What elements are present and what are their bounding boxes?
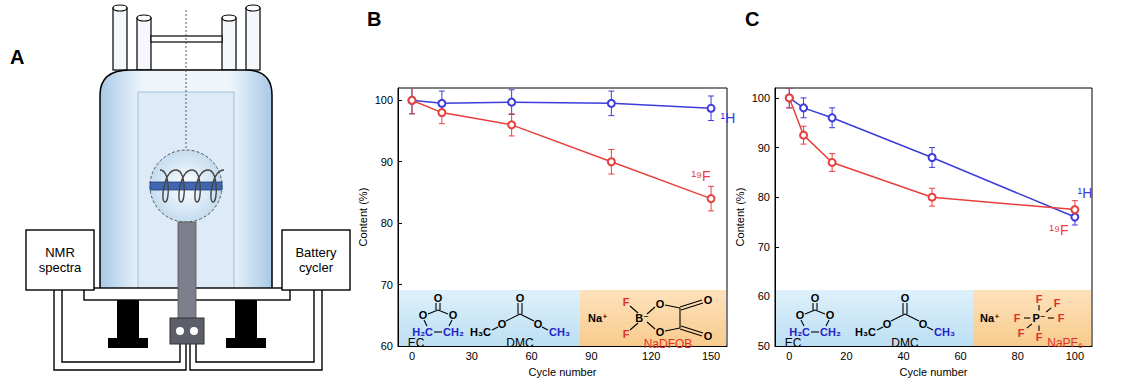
svg-text:O: O bbox=[419, 309, 428, 321]
svg-text:CH₃: CH₃ bbox=[549, 326, 570, 338]
svg-text:NaPF₆: NaPF₆ bbox=[1047, 336, 1083, 350]
svg-text:100: 100 bbox=[375, 94, 393, 106]
svg-text:40: 40 bbox=[897, 350, 909, 362]
svg-text:O: O bbox=[434, 292, 443, 304]
svg-text:H₃C: H₃C bbox=[470, 326, 491, 338]
svg-text:CH₂: CH₂ bbox=[443, 326, 464, 338]
svg-text:90: 90 bbox=[585, 350, 597, 362]
svg-text:O: O bbox=[704, 294, 713, 306]
svg-text:CH₃: CH₃ bbox=[934, 326, 955, 338]
svg-text:100: 100 bbox=[1066, 350, 1084, 362]
svg-text:EC: EC bbox=[785, 336, 802, 350]
svg-text:¹H: ¹H bbox=[721, 110, 736, 126]
svg-text:O: O bbox=[449, 309, 458, 321]
svg-text:B⁻: B⁻ bbox=[635, 312, 649, 324]
svg-text:120: 120 bbox=[642, 350, 660, 362]
svg-text:H₃C: H₃C bbox=[855, 326, 876, 338]
svg-text:0: 0 bbox=[409, 350, 415, 362]
svg-text:F: F bbox=[623, 296, 630, 308]
svg-text:70: 70 bbox=[381, 279, 393, 291]
svg-text:F: F bbox=[1018, 327, 1025, 339]
svg-text:50: 50 bbox=[758, 340, 770, 352]
svg-text:150: 150 bbox=[702, 350, 720, 362]
svg-text:O: O bbox=[901, 292, 910, 304]
svg-text:O: O bbox=[796, 309, 805, 321]
svg-text:DMC: DMC bbox=[506, 336, 534, 350]
svg-text:¹⁹F: ¹⁹F bbox=[691, 168, 710, 184]
svg-text:80: 80 bbox=[1012, 350, 1024, 362]
svg-text:20: 20 bbox=[840, 350, 852, 362]
svg-text:60: 60 bbox=[758, 290, 770, 302]
svg-text:O: O bbox=[534, 318, 543, 330]
svg-text:70: 70 bbox=[758, 241, 770, 253]
svg-text:Batterycycler: Batterycycler bbox=[295, 245, 337, 276]
svg-text:¹⁹F: ¹⁹F bbox=[1049, 222, 1068, 238]
svg-text:30: 30 bbox=[466, 350, 478, 362]
svg-text:O: O bbox=[811, 292, 820, 304]
svg-text:A: A bbox=[10, 46, 24, 68]
svg-text:C: C bbox=[745, 8, 759, 30]
svg-text:DMC: DMC bbox=[891, 336, 919, 350]
svg-text:O: O bbox=[498, 318, 507, 330]
svg-text:O: O bbox=[826, 309, 835, 321]
svg-text:F: F bbox=[1058, 312, 1065, 324]
svg-text:100: 100 bbox=[752, 92, 770, 104]
svg-text:B: B bbox=[367, 8, 381, 30]
svg-text:0: 0 bbox=[786, 350, 792, 362]
svg-text:Na⁺: Na⁺ bbox=[980, 312, 1000, 324]
svg-text:90: 90 bbox=[381, 156, 393, 168]
svg-text:Na⁺: Na⁺ bbox=[588, 312, 608, 324]
svg-text:NaDFOB: NaDFOB bbox=[644, 337, 693, 351]
svg-text:80: 80 bbox=[758, 191, 770, 203]
svg-text:60: 60 bbox=[525, 350, 537, 362]
svg-text:O: O bbox=[919, 318, 928, 330]
svg-text:P⁻: P⁻ bbox=[1032, 312, 1045, 324]
svg-text:Cycle number: Cycle number bbox=[900, 366, 968, 378]
svg-text:O: O bbox=[704, 330, 713, 342]
svg-text:60: 60 bbox=[955, 350, 967, 362]
svg-text:F: F bbox=[1054, 297, 1061, 309]
svg-text:O: O bbox=[516, 292, 525, 304]
svg-text:F: F bbox=[623, 328, 630, 340]
svg-text:NMRspectra: NMRspectra bbox=[39, 245, 82, 276]
svg-text:60: 60 bbox=[381, 340, 393, 352]
svg-text:¹H: ¹H bbox=[1077, 185, 1092, 201]
svg-text:H₂C: H₂C bbox=[789, 326, 810, 338]
svg-text:Cycle number: Cycle number bbox=[529, 366, 597, 378]
svg-text:O: O bbox=[656, 298, 665, 310]
svg-text:H₂C: H₂C bbox=[412, 326, 433, 338]
svg-text:EC: EC bbox=[408, 336, 425, 350]
svg-text:F: F bbox=[1036, 293, 1043, 305]
svg-text:CH₂: CH₂ bbox=[820, 326, 841, 338]
svg-text:O: O bbox=[883, 318, 892, 330]
svg-text:90: 90 bbox=[758, 142, 770, 154]
svg-text:F: F bbox=[1036, 331, 1043, 343]
svg-text:Content (%): Content (%) bbox=[734, 188, 746, 247]
svg-text:O: O bbox=[656, 326, 665, 338]
svg-text:80: 80 bbox=[381, 217, 393, 229]
svg-text:F: F bbox=[1014, 312, 1021, 324]
svg-text:Content (%): Content (%) bbox=[357, 188, 369, 247]
